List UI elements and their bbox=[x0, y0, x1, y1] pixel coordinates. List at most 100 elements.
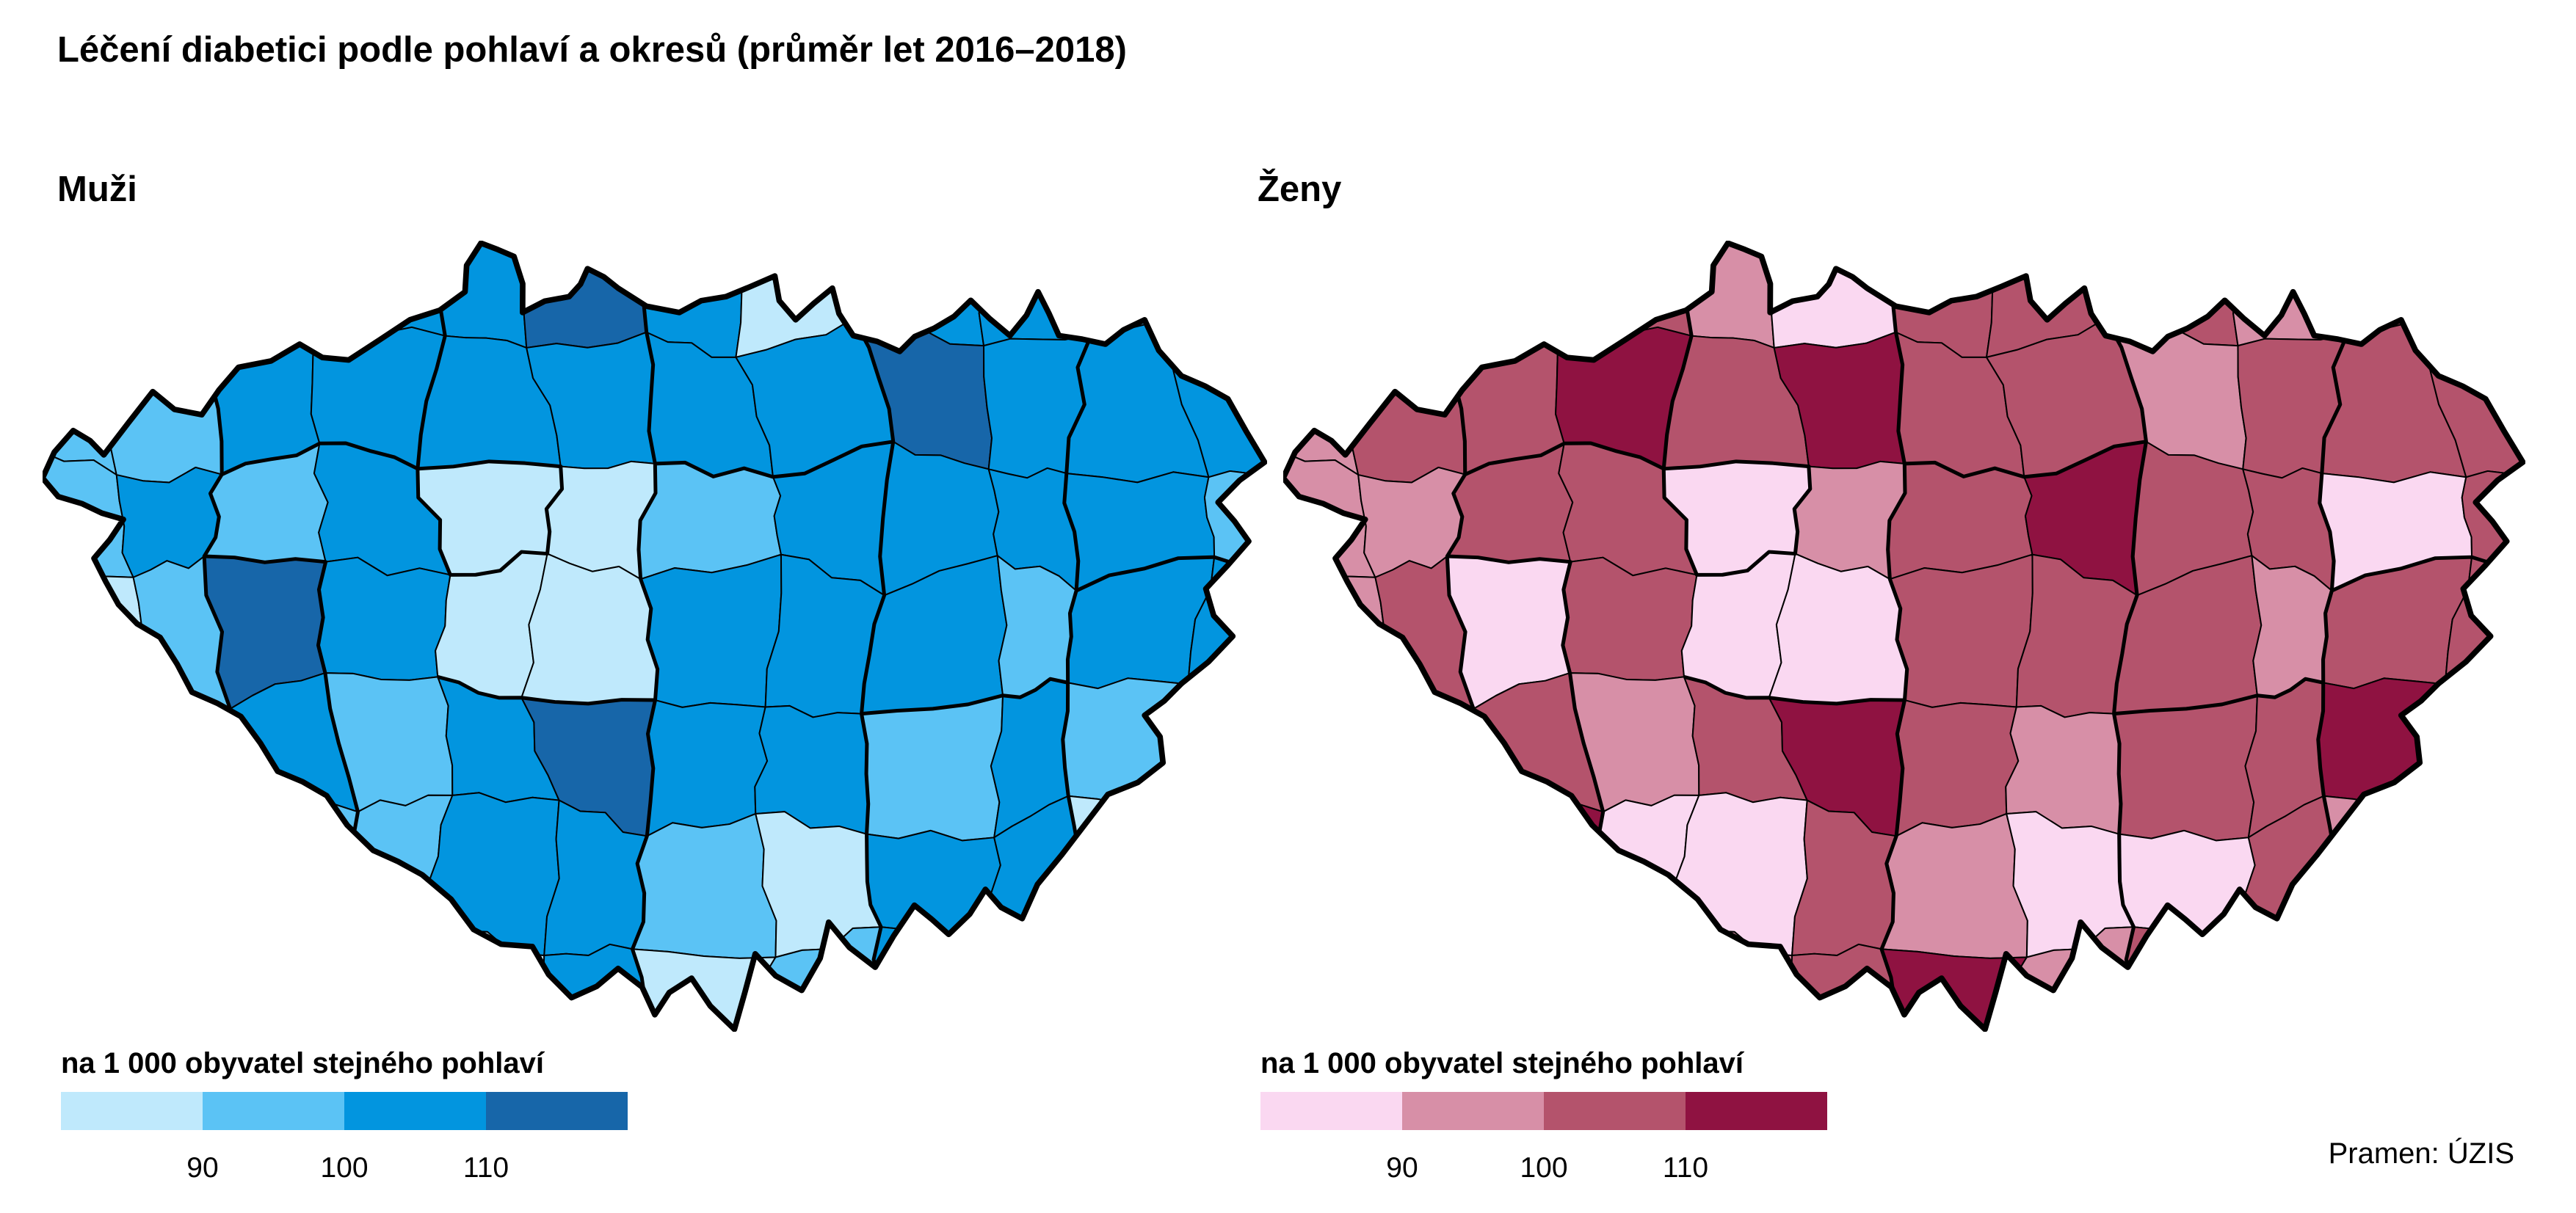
district-cell bbox=[1553, 243, 1699, 337]
district-cell bbox=[977, 911, 1099, 1030]
district-cell bbox=[1570, 915, 1691, 1030]
district-cell bbox=[1356, 243, 1448, 354]
map-label-muzi: Muži bbox=[57, 170, 137, 209]
district-cell bbox=[860, 694, 1004, 842]
district-cell bbox=[309, 243, 452, 337]
region-border bbox=[416, 459, 565, 577]
district-cell bbox=[43, 808, 114, 949]
district-cell bbox=[1283, 678, 1384, 827]
district-cell bbox=[1283, 808, 1355, 949]
region-border bbox=[1904, 440, 2147, 479]
region-border bbox=[1879, 243, 1925, 1030]
district-cell bbox=[1167, 243, 1265, 338]
region-border bbox=[2316, 332, 2356, 914]
district-cell bbox=[639, 553, 783, 708]
legend-caption: na 1 000 obyvatel stejného pohlaví bbox=[61, 1047, 545, 1079]
region-border bbox=[1075, 549, 1265, 593]
legend-ticks: 90 100 110 bbox=[61, 1152, 628, 1189]
source-credit: Pramen: ÚZIS bbox=[2328, 1137, 2514, 1170]
district-cell bbox=[106, 934, 248, 1030]
district-cell bbox=[98, 798, 248, 947]
region-border bbox=[861, 677, 1069, 716]
region-border bbox=[221, 441, 419, 476]
district-cell bbox=[2330, 911, 2464, 1030]
district-cell bbox=[2427, 952, 2523, 1030]
district-cell bbox=[1183, 683, 1265, 836]
legend-swatch bbox=[1686, 1092, 1827, 1130]
region-border bbox=[1683, 674, 1905, 706]
choropleth-map-zeny bbox=[1283, 241, 2525, 1032]
district-cell bbox=[852, 243, 993, 347]
district-cell bbox=[1283, 243, 1365, 359]
legend-tick: 110 bbox=[1662, 1152, 1709, 1184]
district-cell bbox=[2113, 694, 2258, 842]
district-cell bbox=[427, 792, 560, 957]
district-cell bbox=[198, 243, 353, 345]
district-cell bbox=[523, 243, 658, 349]
district-cell bbox=[1166, 806, 1265, 963]
legend-swatch bbox=[1544, 1092, 1686, 1130]
country-border bbox=[43, 241, 1267, 1032]
district-cell bbox=[2441, 683, 2523, 836]
district-cell bbox=[43, 566, 143, 708]
district-cell bbox=[1340, 798, 1492, 947]
legend-tick: 90 bbox=[1386, 1152, 1418, 1184]
region-border bbox=[630, 243, 675, 1030]
region-border bbox=[2331, 549, 2523, 593]
legend-tick: 100 bbox=[1520, 1152, 1568, 1184]
page-title: Léčení diabetici podle pohlaví a okresů … bbox=[57, 30, 1127, 70]
district-cell bbox=[631, 812, 777, 959]
district-cell bbox=[114, 243, 206, 354]
district-cell bbox=[1770, 243, 1908, 349]
legend-swatch bbox=[486, 1092, 628, 1130]
district-cell bbox=[2232, 911, 2354, 1030]
district-cell bbox=[43, 678, 142, 827]
legend-swatch bbox=[1402, 1092, 1544, 1130]
district-cell bbox=[1479, 801, 1604, 941]
region-border bbox=[1661, 459, 1813, 577]
legend-swatch bbox=[61, 1092, 203, 1130]
legend-muzi: na 1 000 obyvatel stejného pohlaví 90 10… bbox=[61, 1047, 641, 1194]
district-cell bbox=[1672, 792, 1808, 957]
district-cell bbox=[221, 921, 343, 1030]
legend-tick: 110 bbox=[462, 1152, 509, 1184]
district-cell bbox=[1348, 934, 1492, 1030]
district-cell bbox=[324, 915, 444, 1030]
district-cell bbox=[236, 801, 359, 941]
district-cell bbox=[1283, 936, 1385, 1030]
legend-zeny: na 1 000 obyvatel stejného pohlaví 90 10… bbox=[1260, 1047, 1840, 1194]
district-cell bbox=[43, 243, 124, 359]
district-cell bbox=[1464, 921, 1588, 1030]
legend-ticks: 90 100 110 bbox=[1260, 1152, 1827, 1189]
choropleth-map-muzi bbox=[43, 241, 1267, 1032]
region-border bbox=[1061, 332, 1100, 914]
district-cell bbox=[2311, 243, 2449, 335]
district-cell bbox=[1441, 243, 1598, 345]
district-cell bbox=[1283, 566, 1385, 708]
district-cell bbox=[439, 243, 532, 349]
district-cell bbox=[1881, 812, 2028, 959]
district-cell bbox=[1686, 243, 1780, 349]
district-cell bbox=[2423, 243, 2523, 338]
district-cell bbox=[2423, 806, 2523, 963]
region-border bbox=[2114, 677, 2324, 716]
legend-swatch bbox=[344, 1092, 486, 1130]
legend-caption: na 1 000 obyvatel stejného pohlaví bbox=[1260, 1047, 1744, 1079]
district-cell bbox=[1889, 553, 2033, 708]
district-cell bbox=[1074, 911, 1206, 1030]
district-cell bbox=[1170, 952, 1265, 1030]
district-cell bbox=[1561, 556, 1698, 681]
region-border bbox=[1464, 441, 1665, 476]
legend-swatch bbox=[203, 1092, 344, 1130]
legend-swatch bbox=[1260, 1092, 1402, 1130]
region-border bbox=[655, 440, 894, 479]
legend-tick: 90 bbox=[186, 1152, 219, 1184]
district-cell bbox=[1056, 243, 1191, 335]
region-border bbox=[437, 674, 656, 706]
district-cell bbox=[317, 556, 451, 681]
legend-color-bar bbox=[1260, 1092, 1827, 1130]
map-label-zeny: Ženy bbox=[1258, 170, 1342, 209]
legend-color-bar bbox=[61, 1092, 628, 1130]
district-cell bbox=[2105, 243, 2246, 347]
legend-tick: 100 bbox=[320, 1152, 369, 1184]
